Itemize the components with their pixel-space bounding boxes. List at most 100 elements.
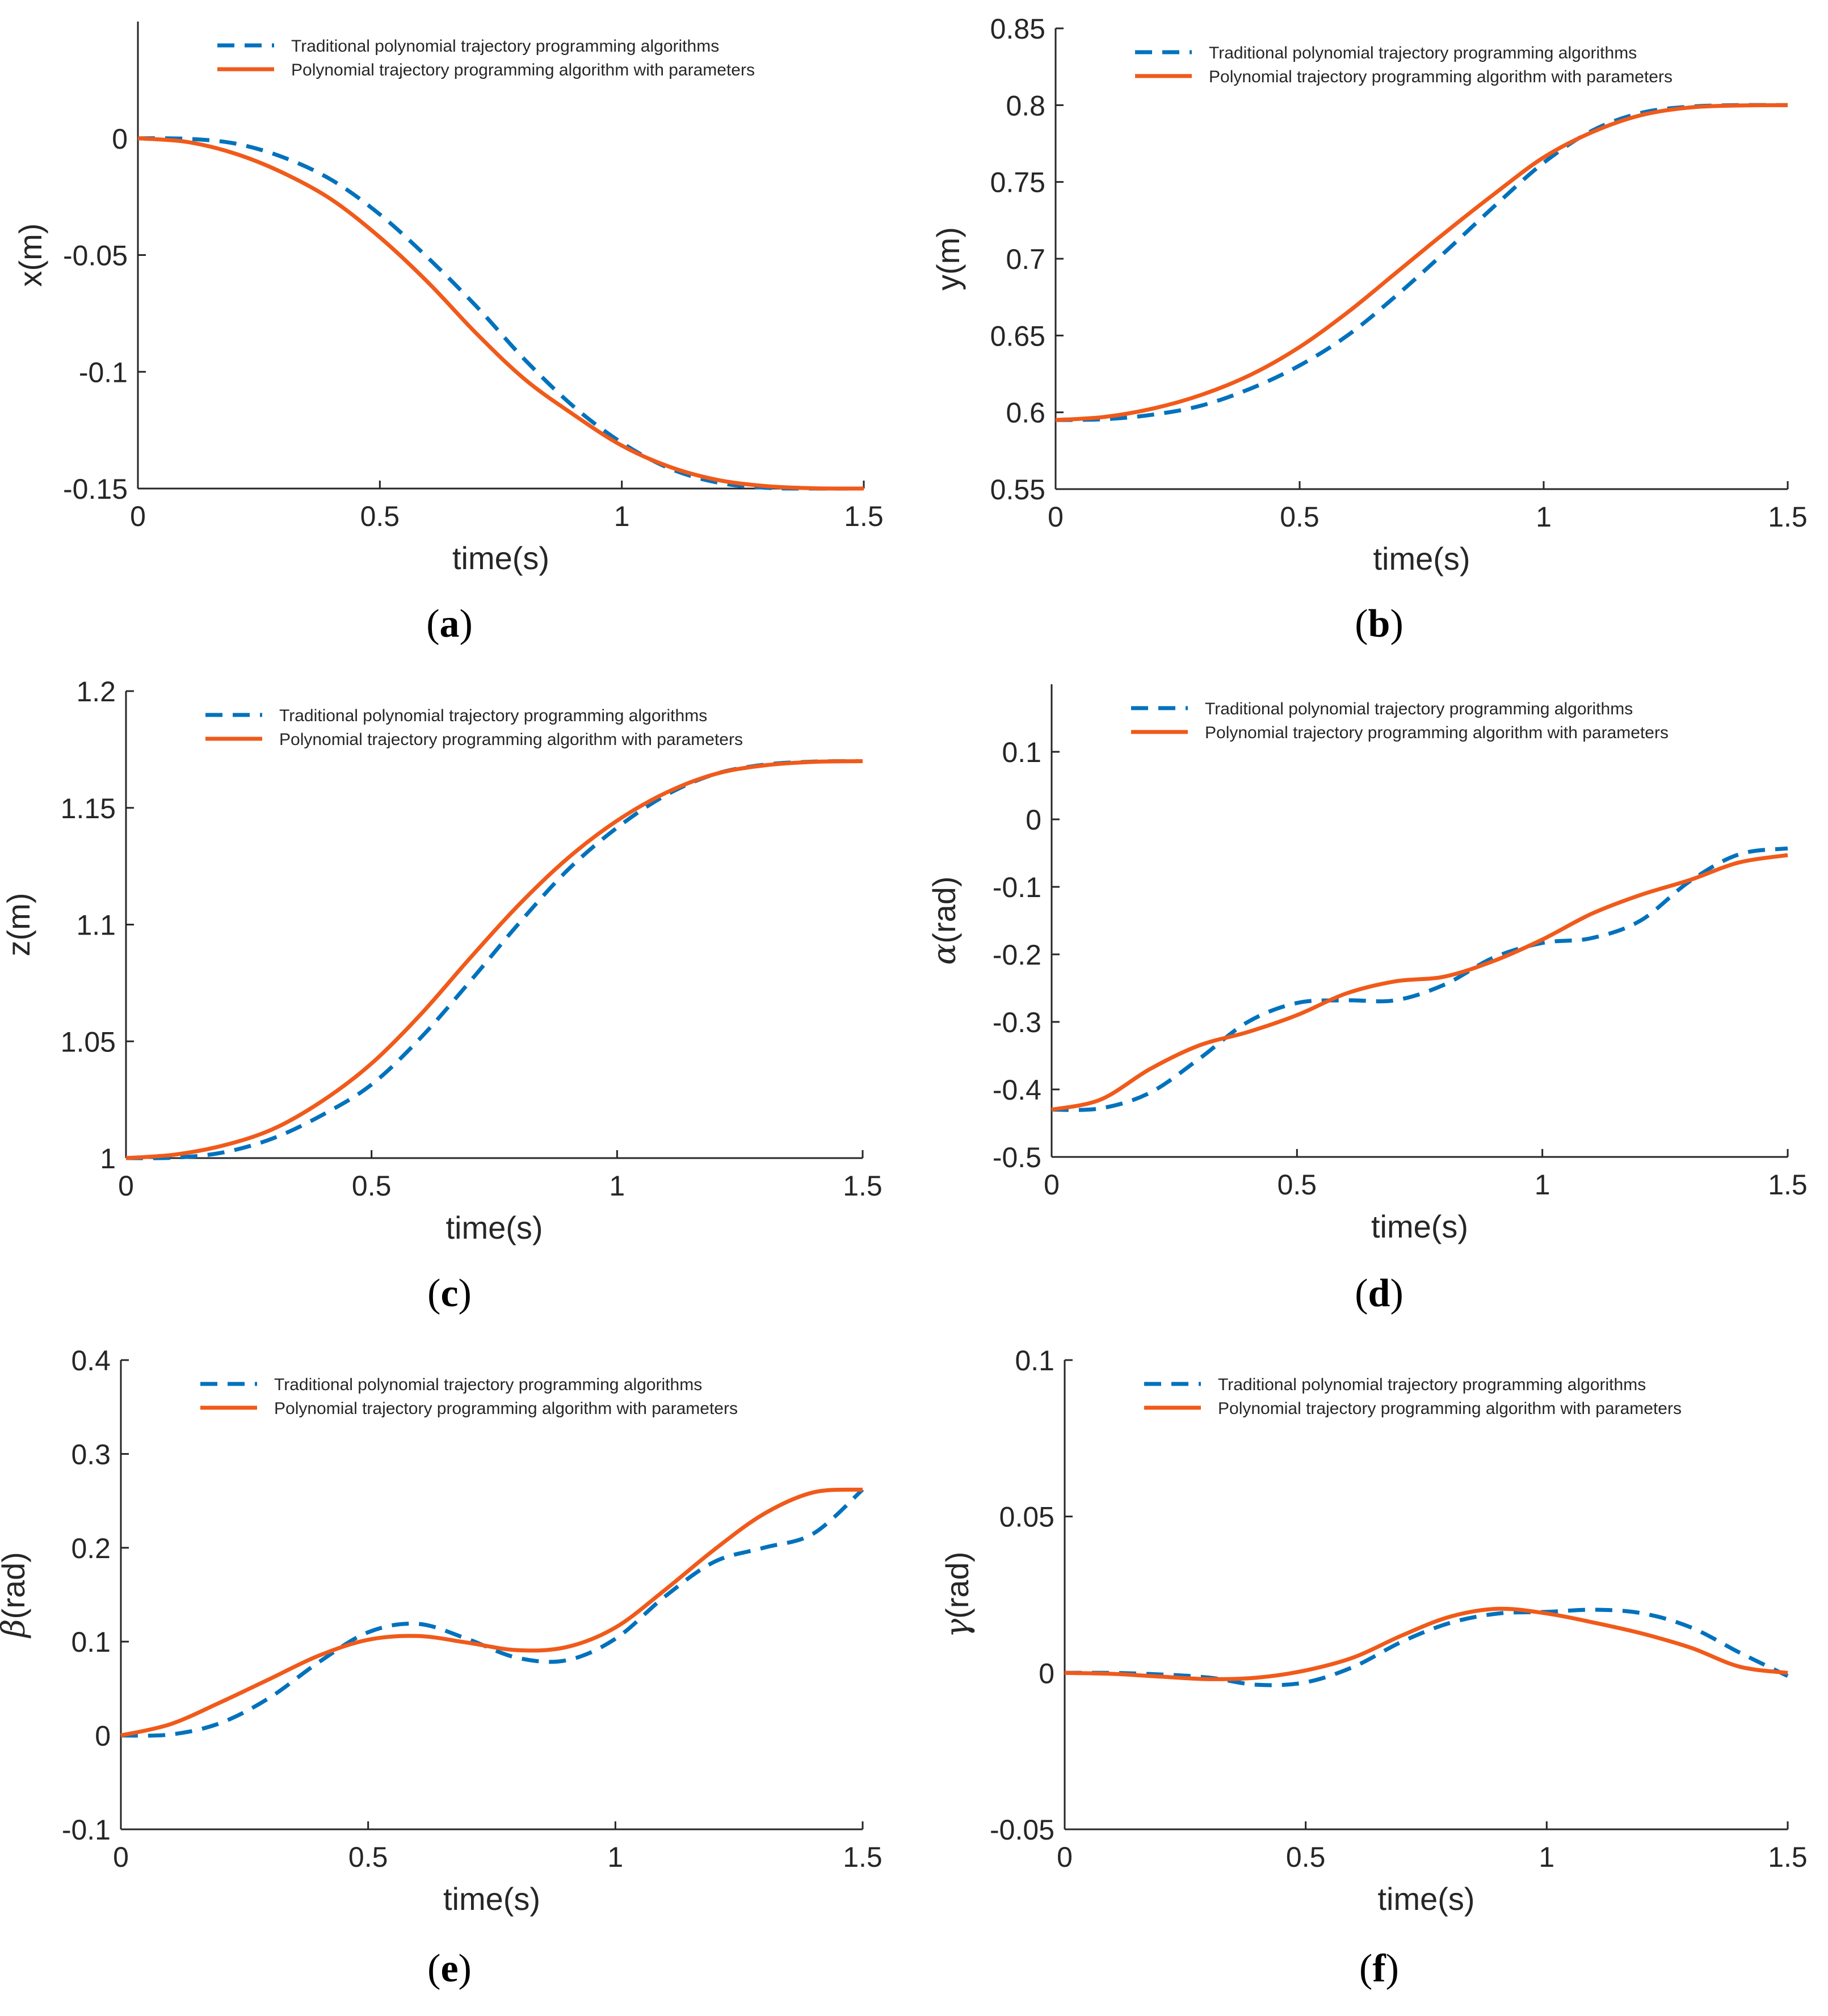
y-tick-label: 0.8 <box>1006 90 1045 121</box>
panel-caption-e: (e) <box>427 1947 472 1990</box>
caption-open-paren: ( <box>1355 1272 1368 1315</box>
x-tick-label: 1.5 <box>1768 1169 1808 1201</box>
y-axis-label-symbol: β <box>0 1619 32 1638</box>
legend: Traditional polynomial trajectory progra… <box>1144 1375 1682 1418</box>
legend-traditional-label: Traditional polynomial trajectory progra… <box>291 37 719 56</box>
x-axis-label: time(s) <box>1371 1209 1468 1244</box>
chart-e: 00.511.5-0.100.10.20.30.4time(s)β(rad)Tr… <box>0 1345 883 1917</box>
y-tick-label: 0.1 <box>1002 736 1041 768</box>
caption-open-paren: ( <box>426 602 439 646</box>
legend-traditional-label: Traditional polynomial trajectory progra… <box>274 1375 702 1394</box>
y-tick-label: 0 <box>1026 804 1041 836</box>
caption-close-paren: ) <box>1386 1947 1399 1990</box>
chart-c: 0 0.5 1 1.5 1 1.05 1.1 1.15 1.2 time(s) z(m) Tradit… <box>1 676 883 1245</box>
y-axis-label-symbol: γ <box>939 1618 976 1638</box>
x-tick-label: 0 <box>130 500 146 532</box>
y-tick-label: 0.55 <box>990 474 1045 506</box>
caption-letter: c <box>440 1272 458 1315</box>
y-tick-label: 0.05 <box>999 1501 1054 1533</box>
y-tick-label: -0.1 <box>62 1814 111 1846</box>
caption-letter: f <box>1372 1947 1386 1990</box>
caption-letter: e <box>440 1947 458 1990</box>
legend-traditional-label: Traditional polynomial trajectory progra… <box>1218 1375 1646 1394</box>
y-axis-label: y(m) <box>930 227 966 291</box>
y-tick-label: -0.5 <box>993 1142 1041 1173</box>
y-tick-label: 0.85 <box>990 13 1045 45</box>
legend-parametric-label: Polynomial trajectory programming algori… <box>291 61 755 79</box>
caption-letter: a <box>440 602 460 646</box>
y-tick-label: 0.2 <box>71 1533 111 1564</box>
y-tick-label: 0 <box>95 1720 111 1752</box>
y-axis-label: α(rad) <box>926 876 963 965</box>
series-parametric-line <box>120 1487 863 1738</box>
x-tick-label: 1.5 <box>844 500 884 532</box>
series-traditional-line <box>1055 103 1788 422</box>
y-tick-label: 1.1 <box>76 910 116 941</box>
legend-parametric-label: Polynomial trajectory programming algori… <box>279 730 743 749</box>
y-tick-label: 0.1 <box>71 1626 111 1658</box>
caption-letter: d <box>1368 1272 1390 1315</box>
chart-d: 0 0.5 1 1.5 -0.5 -0.4 -0.3 -0.2 -0.1 0 0.1 time(s) α… <box>926 684 1808 1244</box>
y-axis-label-unit: (rad) <box>926 876 962 943</box>
y-tick-label: -0.2 <box>993 939 1041 971</box>
x-axis-label: time(s) <box>443 1881 540 1917</box>
legend-parametric-label: Polynomial trajectory programming algori… <box>1218 1399 1682 1418</box>
legend: Traditional polynomial trajectory progra… <box>200 1375 738 1418</box>
series-traditional-line <box>1051 846 1788 1112</box>
y-tick-label: 0.7 <box>1006 243 1045 275</box>
y-tick-label: 0.4 <box>71 1345 111 1377</box>
x-tick-label: 0 <box>1057 1841 1073 1873</box>
series-parametric-line <box>1064 1606 1788 1681</box>
x-tick-label: 0 <box>1044 1169 1060 1201</box>
y-tick-label: 1 <box>100 1143 116 1175</box>
panel-caption-f: (f) <box>1359 1947 1399 1990</box>
panel-caption-c: (c) <box>427 1272 472 1315</box>
y-tick-label: 1.15 <box>61 793 116 824</box>
caption-open-paren: ( <box>427 1272 440 1315</box>
x-tick-label: 0.5 <box>1286 1841 1326 1873</box>
series-parametric-line <box>137 136 864 491</box>
series-parametric-line <box>125 759 863 1160</box>
legend: Traditional polynomial trajectory progra… <box>1135 44 1672 86</box>
y-axis-label: x(m) <box>12 224 48 287</box>
y-tick-label: 0 <box>1039 1657 1054 1689</box>
series-traditional-line <box>125 759 863 1160</box>
x-axis-label: time(s) <box>446 1210 543 1245</box>
x-tick-label: 0.5 <box>360 500 400 532</box>
y-tick-label: -0.1 <box>993 872 1041 903</box>
y-tick-label: 0 <box>112 123 128 155</box>
y-tick-label: -0.05 <box>63 240 128 272</box>
y-axis-label: β(rad) <box>0 1552 32 1639</box>
legend: Traditional polynomial trajectory progra… <box>217 37 755 79</box>
legend-parametric-label: Polynomial trajectory programming algori… <box>274 1399 738 1418</box>
caption-open-paren: ( <box>427 1947 440 1990</box>
x-tick-label: 0 <box>113 1841 129 1873</box>
legend: Traditional polynomial trajectory progra… <box>205 706 743 749</box>
y-axis-label-symbol: α <box>926 944 963 965</box>
x-axis-label: time(s) <box>1377 1881 1474 1917</box>
x-tick-label: 1 <box>614 500 630 532</box>
x-tick-label: 1.5 <box>1768 501 1808 533</box>
series-traditional-line <box>1064 1607 1789 1687</box>
x-tick-label: 1 <box>1539 1841 1554 1873</box>
y-tick-label: 0.75 <box>990 167 1045 199</box>
x-tick-label: 1.5 <box>843 1841 883 1873</box>
x-tick-label: 0.5 <box>1278 1169 1317 1201</box>
caption-close-paren: ) <box>459 1272 472 1315</box>
y-axis-label-unit: (rad) <box>939 1552 975 1619</box>
y-tick-label: -0.4 <box>993 1074 1041 1106</box>
x-tick-label: 0.5 <box>348 1841 388 1873</box>
y-tick-label: 1.2 <box>76 676 116 708</box>
x-tick-label: 1 <box>1535 1169 1550 1201</box>
x-tick-label: 1.5 <box>843 1170 883 1202</box>
panel-caption-b: (b) <box>1355 602 1403 646</box>
y-tick-label: -0.1 <box>79 356 128 388</box>
series-traditional-line <box>120 1488 864 1738</box>
x-axis-label: time(s) <box>452 540 549 576</box>
panel-caption-a: (a) <box>426 602 473 646</box>
chart-a: 0 0.5 1 1.5 -0.15 -0.1 -0.05 0 time(s) x(m) Tradit… <box>12 22 884 576</box>
legend-traditional-label: Traditional polynomial trajectory progra… <box>1205 700 1633 718</box>
x-tick-label: 1.5 <box>1768 1841 1808 1873</box>
x-axis-label: time(s) <box>1373 541 1470 576</box>
